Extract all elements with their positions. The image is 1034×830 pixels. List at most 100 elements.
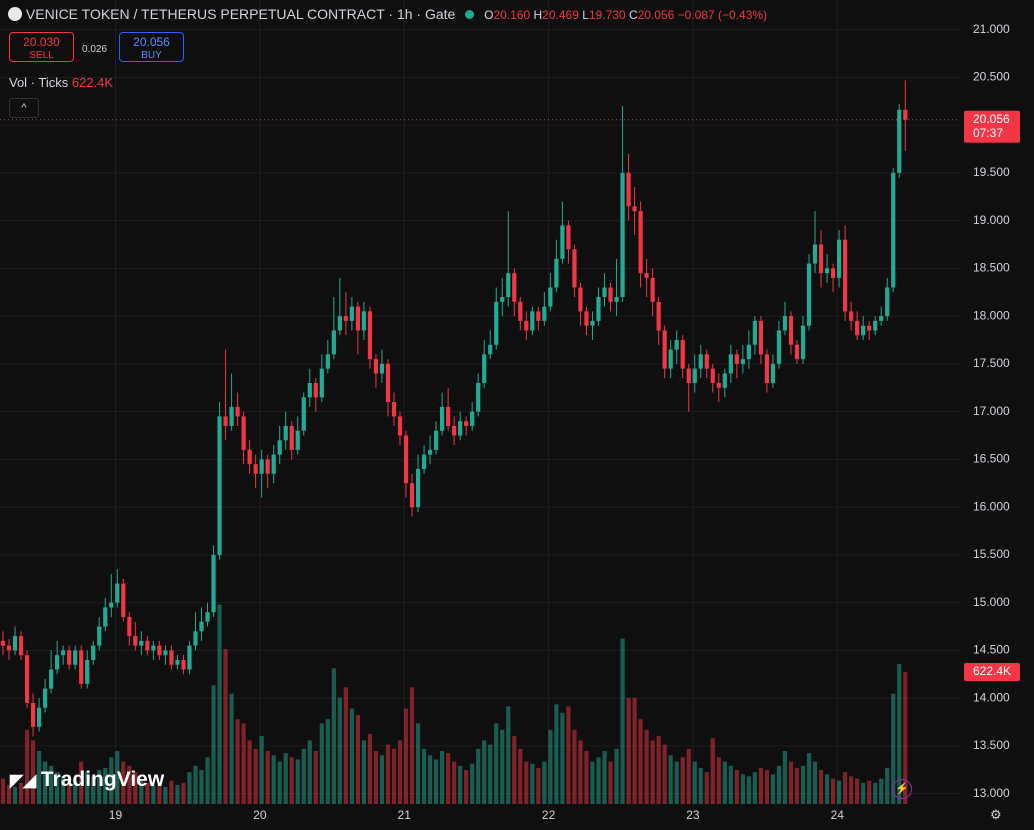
candle-body xyxy=(788,316,794,345)
volume-bar xyxy=(560,712,565,804)
volume-bar xyxy=(734,770,739,804)
candle-body xyxy=(620,172,625,298)
candle-body xyxy=(566,225,571,250)
volume-bar xyxy=(151,784,156,804)
candle-body xyxy=(307,382,312,398)
candle-body xyxy=(109,602,114,608)
volume-bar xyxy=(849,776,854,804)
volume-bar xyxy=(193,765,198,804)
candle-body xyxy=(560,225,565,259)
volume-bar xyxy=(602,750,607,804)
candle-body xyxy=(415,468,421,508)
logo-icon: ◤◢ xyxy=(10,771,41,790)
volume-bar xyxy=(782,750,788,804)
candle-body xyxy=(536,311,541,321)
volume-bar xyxy=(127,765,132,804)
volume-bar xyxy=(271,755,276,804)
candle-body xyxy=(145,640,150,651)
candle-body xyxy=(458,421,463,436)
candle-body xyxy=(151,645,156,651)
sell-price: 20.030 xyxy=(23,35,60,49)
y-tick-label: 15.500 xyxy=(973,547,1010,561)
collapse-button[interactable]: ^ xyxy=(9,98,39,118)
x-tick-label: 19 xyxy=(109,808,123,822)
volume-bar xyxy=(289,757,294,804)
candle-body xyxy=(843,239,848,312)
volume-bar xyxy=(319,723,324,804)
volume-bar xyxy=(67,778,72,804)
candle-body xyxy=(638,211,643,274)
candle-body xyxy=(758,320,764,355)
candle-body xyxy=(115,583,120,603)
candle-body xyxy=(127,616,132,637)
candle-body xyxy=(668,349,673,369)
candle-body xyxy=(830,268,836,278)
volume-bar xyxy=(752,772,757,804)
volume-bar xyxy=(632,697,637,804)
c-label: C xyxy=(628,8,638,22)
candle-body xyxy=(199,621,204,632)
volume-bar xyxy=(446,753,451,804)
volume-bar xyxy=(482,740,487,804)
buy-button[interactable]: 20.056 BUY xyxy=(119,32,184,62)
volume-bar xyxy=(470,763,475,804)
volume-bar xyxy=(650,740,655,804)
candle-body xyxy=(867,325,872,331)
candle-body xyxy=(891,172,896,288)
candle-body xyxy=(259,459,264,474)
y-tick-label: 15.000 xyxy=(973,595,1010,609)
candle-body xyxy=(24,655,30,703)
symbol-icon xyxy=(8,7,22,21)
sell-button[interactable]: 20.030 SELL xyxy=(9,32,74,62)
candle-body xyxy=(217,416,222,555)
candle-body xyxy=(602,287,607,298)
volume-bar xyxy=(855,778,860,804)
candle-body xyxy=(524,320,529,331)
alert-icon[interactable]: ⚡ xyxy=(892,779,912,799)
volume-bar xyxy=(764,770,770,804)
sell-label: SELL xyxy=(29,50,54,61)
y-tick-label: 14.000 xyxy=(973,690,1010,704)
volume-bar xyxy=(488,744,493,804)
candle-body xyxy=(223,416,228,426)
candle-body xyxy=(692,368,697,383)
volume-bar xyxy=(18,782,24,804)
volume-bar xyxy=(758,767,764,804)
volume-bar xyxy=(728,765,733,804)
volume-bar xyxy=(818,770,824,804)
volume-bar xyxy=(716,757,721,804)
candle-body xyxy=(716,382,721,388)
spread: 0.026 xyxy=(82,44,108,55)
volume-bar xyxy=(740,774,745,804)
symbol[interactable]: VENICE TOKEN / TETHERUS PERPETUAL CONTRA… xyxy=(25,6,456,22)
volume-bar xyxy=(530,763,535,804)
volume-bar xyxy=(458,765,463,804)
volume-bar xyxy=(379,755,385,804)
settings-icon[interactable]: ⚙ xyxy=(990,807,1002,822)
candle-body xyxy=(518,301,523,321)
volume-bar xyxy=(578,740,583,804)
volume-bar xyxy=(885,767,890,804)
candle-body xyxy=(680,340,685,369)
candle-body xyxy=(632,206,637,212)
volume-bar xyxy=(464,770,469,804)
volume-bar xyxy=(313,750,318,804)
volume-bar xyxy=(367,733,373,804)
volume-bar xyxy=(349,708,354,804)
volume-bar xyxy=(903,671,908,804)
volume-tag xyxy=(964,662,1020,681)
volume-bar xyxy=(97,770,102,804)
candle-body xyxy=(253,464,258,474)
candle-body xyxy=(391,402,397,417)
y-tick-label: 14.500 xyxy=(973,643,1010,657)
volume-bar xyxy=(542,761,547,804)
candle-body xyxy=(433,430,439,450)
volume-bar xyxy=(626,697,631,804)
volume-bar xyxy=(776,765,782,804)
change: −0.087 (−0.43%) xyxy=(677,8,768,22)
volume-bar xyxy=(590,761,595,804)
candle-body xyxy=(187,645,192,670)
volume-bar xyxy=(668,755,673,804)
volume-bar xyxy=(452,761,457,804)
